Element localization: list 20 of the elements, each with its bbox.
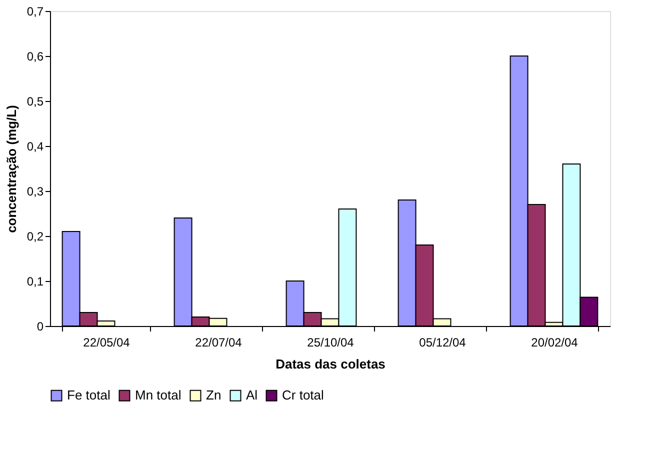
y-tick-label: 0,7: [26, 4, 44, 18]
legend-label: Cr total: [282, 388, 324, 403]
x-tick-label: 25/10/04: [307, 336, 354, 350]
legend-label: Mn total: [135, 388, 182, 403]
legend-label: Al: [246, 388, 258, 403]
x-tick-label: 22/07/04: [195, 336, 242, 350]
x-tick-label: 05/12/04: [419, 336, 466, 350]
y-tick-label: 0,6: [26, 50, 44, 64]
y-tick-label: 0,5: [26, 94, 44, 108]
legend-label: Zn: [206, 388, 222, 403]
y-tick-label: 0,2: [26, 230, 44, 244]
x-axis-title: Datas das coletas: [276, 356, 386, 372]
legend-label: Fe total: [67, 388, 110, 403]
x-tick-label: 22/05/04: [83, 336, 130, 350]
y-tick-label: 0,1: [26, 274, 44, 288]
x-tick-label: 20/02/04: [531, 336, 578, 350]
y-axis-title: concentração (mg/L): [4, 105, 19, 233]
y-tick-label: 0: [36, 320, 44, 334]
y-tick-label: 0,4: [26, 140, 44, 154]
y-tick-label: 0,3: [26, 184, 44, 198]
